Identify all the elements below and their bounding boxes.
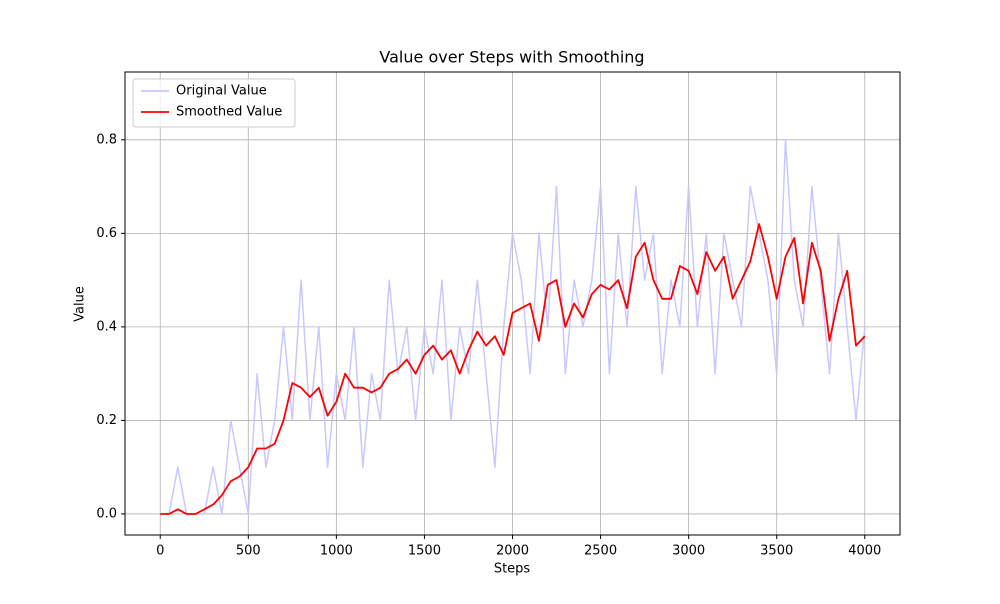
chart-title: Value over Steps with Smoothing <box>379 48 644 67</box>
legend-label: Smoothed Value <box>176 105 282 120</box>
legend: Original Value Smoothed Value <box>132 78 296 128</box>
legend-box <box>132 78 296 128</box>
y-tick-label: 0.8 <box>96 132 117 147</box>
series-line <box>160 223 866 515</box>
x-tick-label: 4000 <box>848 544 881 559</box>
x-tick-label: 1500 <box>408 544 441 559</box>
y-tick-label: 0.0 <box>96 506 117 521</box>
y-tick-label: 0.4 <box>96 319 117 334</box>
x-tick-label: 500 <box>236 544 261 559</box>
x-tick-label: 0 <box>156 544 164 559</box>
plot-frame <box>124 71 901 536</box>
y-tick-label: 0.6 <box>96 226 117 241</box>
legend-label: Original Value <box>176 84 267 99</box>
series-line <box>160 139 866 515</box>
y-axis-label: Value <box>73 286 88 322</box>
x-tick-label: 3000 <box>672 544 705 559</box>
x-tick-label: 3500 <box>760 544 793 559</box>
x-tick-label: 1000 <box>320 544 353 559</box>
x-tick-label: 2000 <box>496 544 529 559</box>
y-tick-label: 0.2 <box>96 413 117 428</box>
x-axis-label: Steps <box>494 562 531 577</box>
x-tick-label: 2500 <box>584 544 617 559</box>
